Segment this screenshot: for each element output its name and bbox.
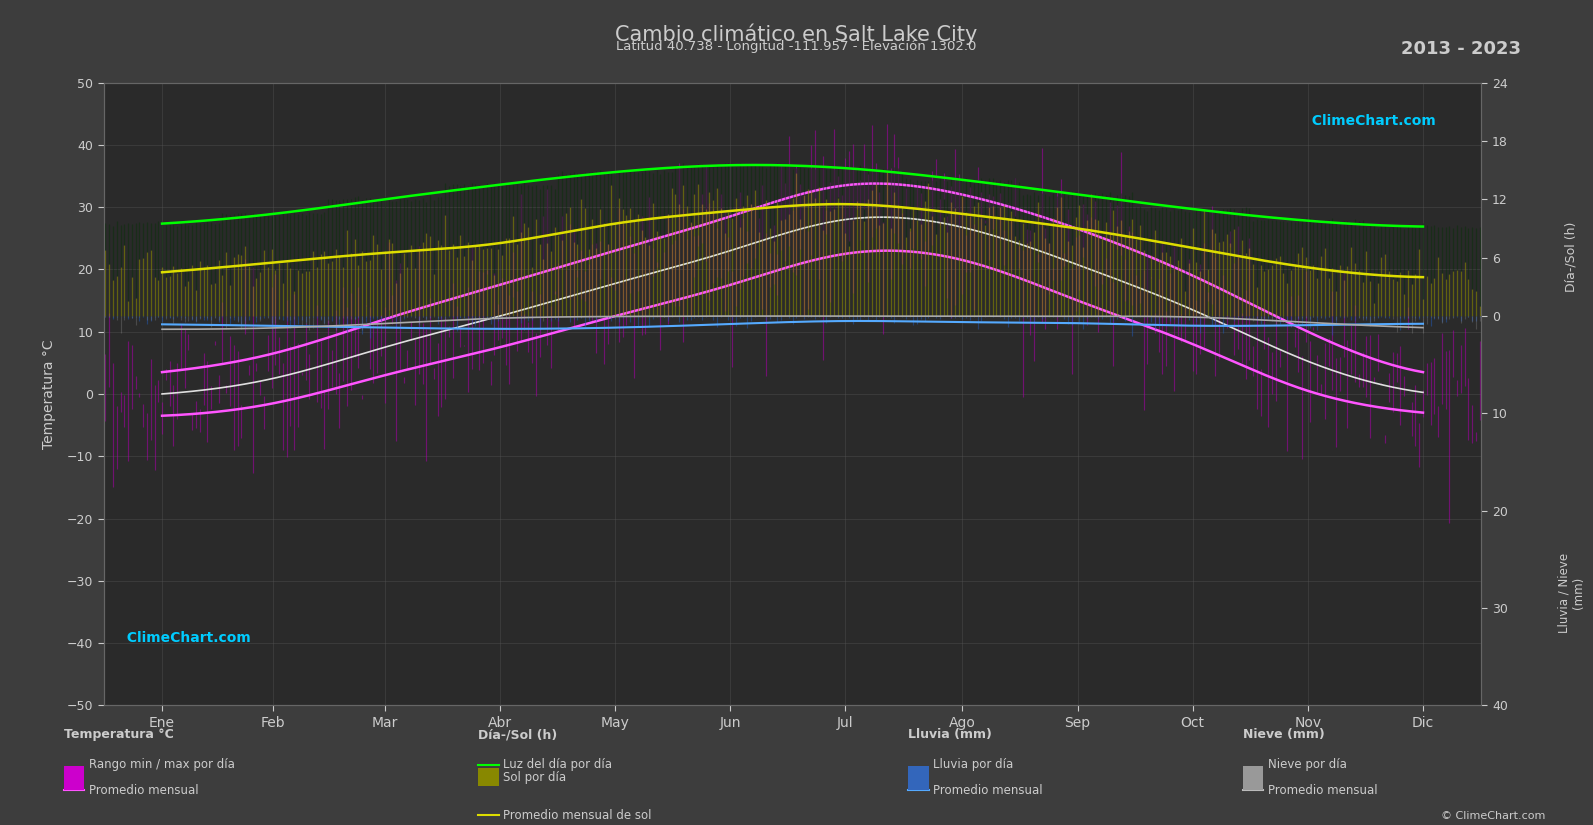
Text: Rango min / max por día: Rango min / max por día xyxy=(89,758,236,771)
Text: Nieve por día: Nieve por día xyxy=(1268,758,1348,771)
Text: ClimeChart.com: ClimeChart.com xyxy=(1303,114,1437,128)
Text: 2013 - 2023: 2013 - 2023 xyxy=(1402,40,1521,58)
Text: Lluvia por día: Lluvia por día xyxy=(933,758,1013,771)
Y-axis label: Temperatura °C: Temperatura °C xyxy=(41,339,56,449)
Text: Latitud 40.738 - Longitud -111.957 - Elevación 1302.0: Latitud 40.738 - Longitud -111.957 - Ele… xyxy=(616,40,977,53)
Text: Lluvia (mm): Lluvia (mm) xyxy=(908,728,992,742)
Text: Día-/Sol (h): Día-/Sol (h) xyxy=(478,728,558,742)
Text: Promedio mensual: Promedio mensual xyxy=(933,784,1043,797)
Text: © ClimeChart.com: © ClimeChart.com xyxy=(1440,811,1545,821)
Text: Día-/Sol (h): Día-/Sol (h) xyxy=(1564,222,1577,292)
Text: Cambio climático en Salt Lake City: Cambio climático en Salt Lake City xyxy=(615,23,978,45)
Text: Nieve (mm): Nieve (mm) xyxy=(1243,728,1324,742)
Text: Luz del día por día: Luz del día por día xyxy=(503,758,612,771)
Text: ClimeChart.com: ClimeChart.com xyxy=(118,630,252,644)
Text: Promedio mensual: Promedio mensual xyxy=(1268,784,1378,797)
Text: Lluvia / Nieve
(mm): Lluvia / Nieve (mm) xyxy=(1556,554,1585,634)
Text: Promedio mensual de sol: Promedio mensual de sol xyxy=(503,808,652,822)
Text: Promedio mensual: Promedio mensual xyxy=(89,784,199,797)
Text: Temperatura °C: Temperatura °C xyxy=(64,728,174,742)
Text: Sol por día: Sol por día xyxy=(503,771,567,785)
